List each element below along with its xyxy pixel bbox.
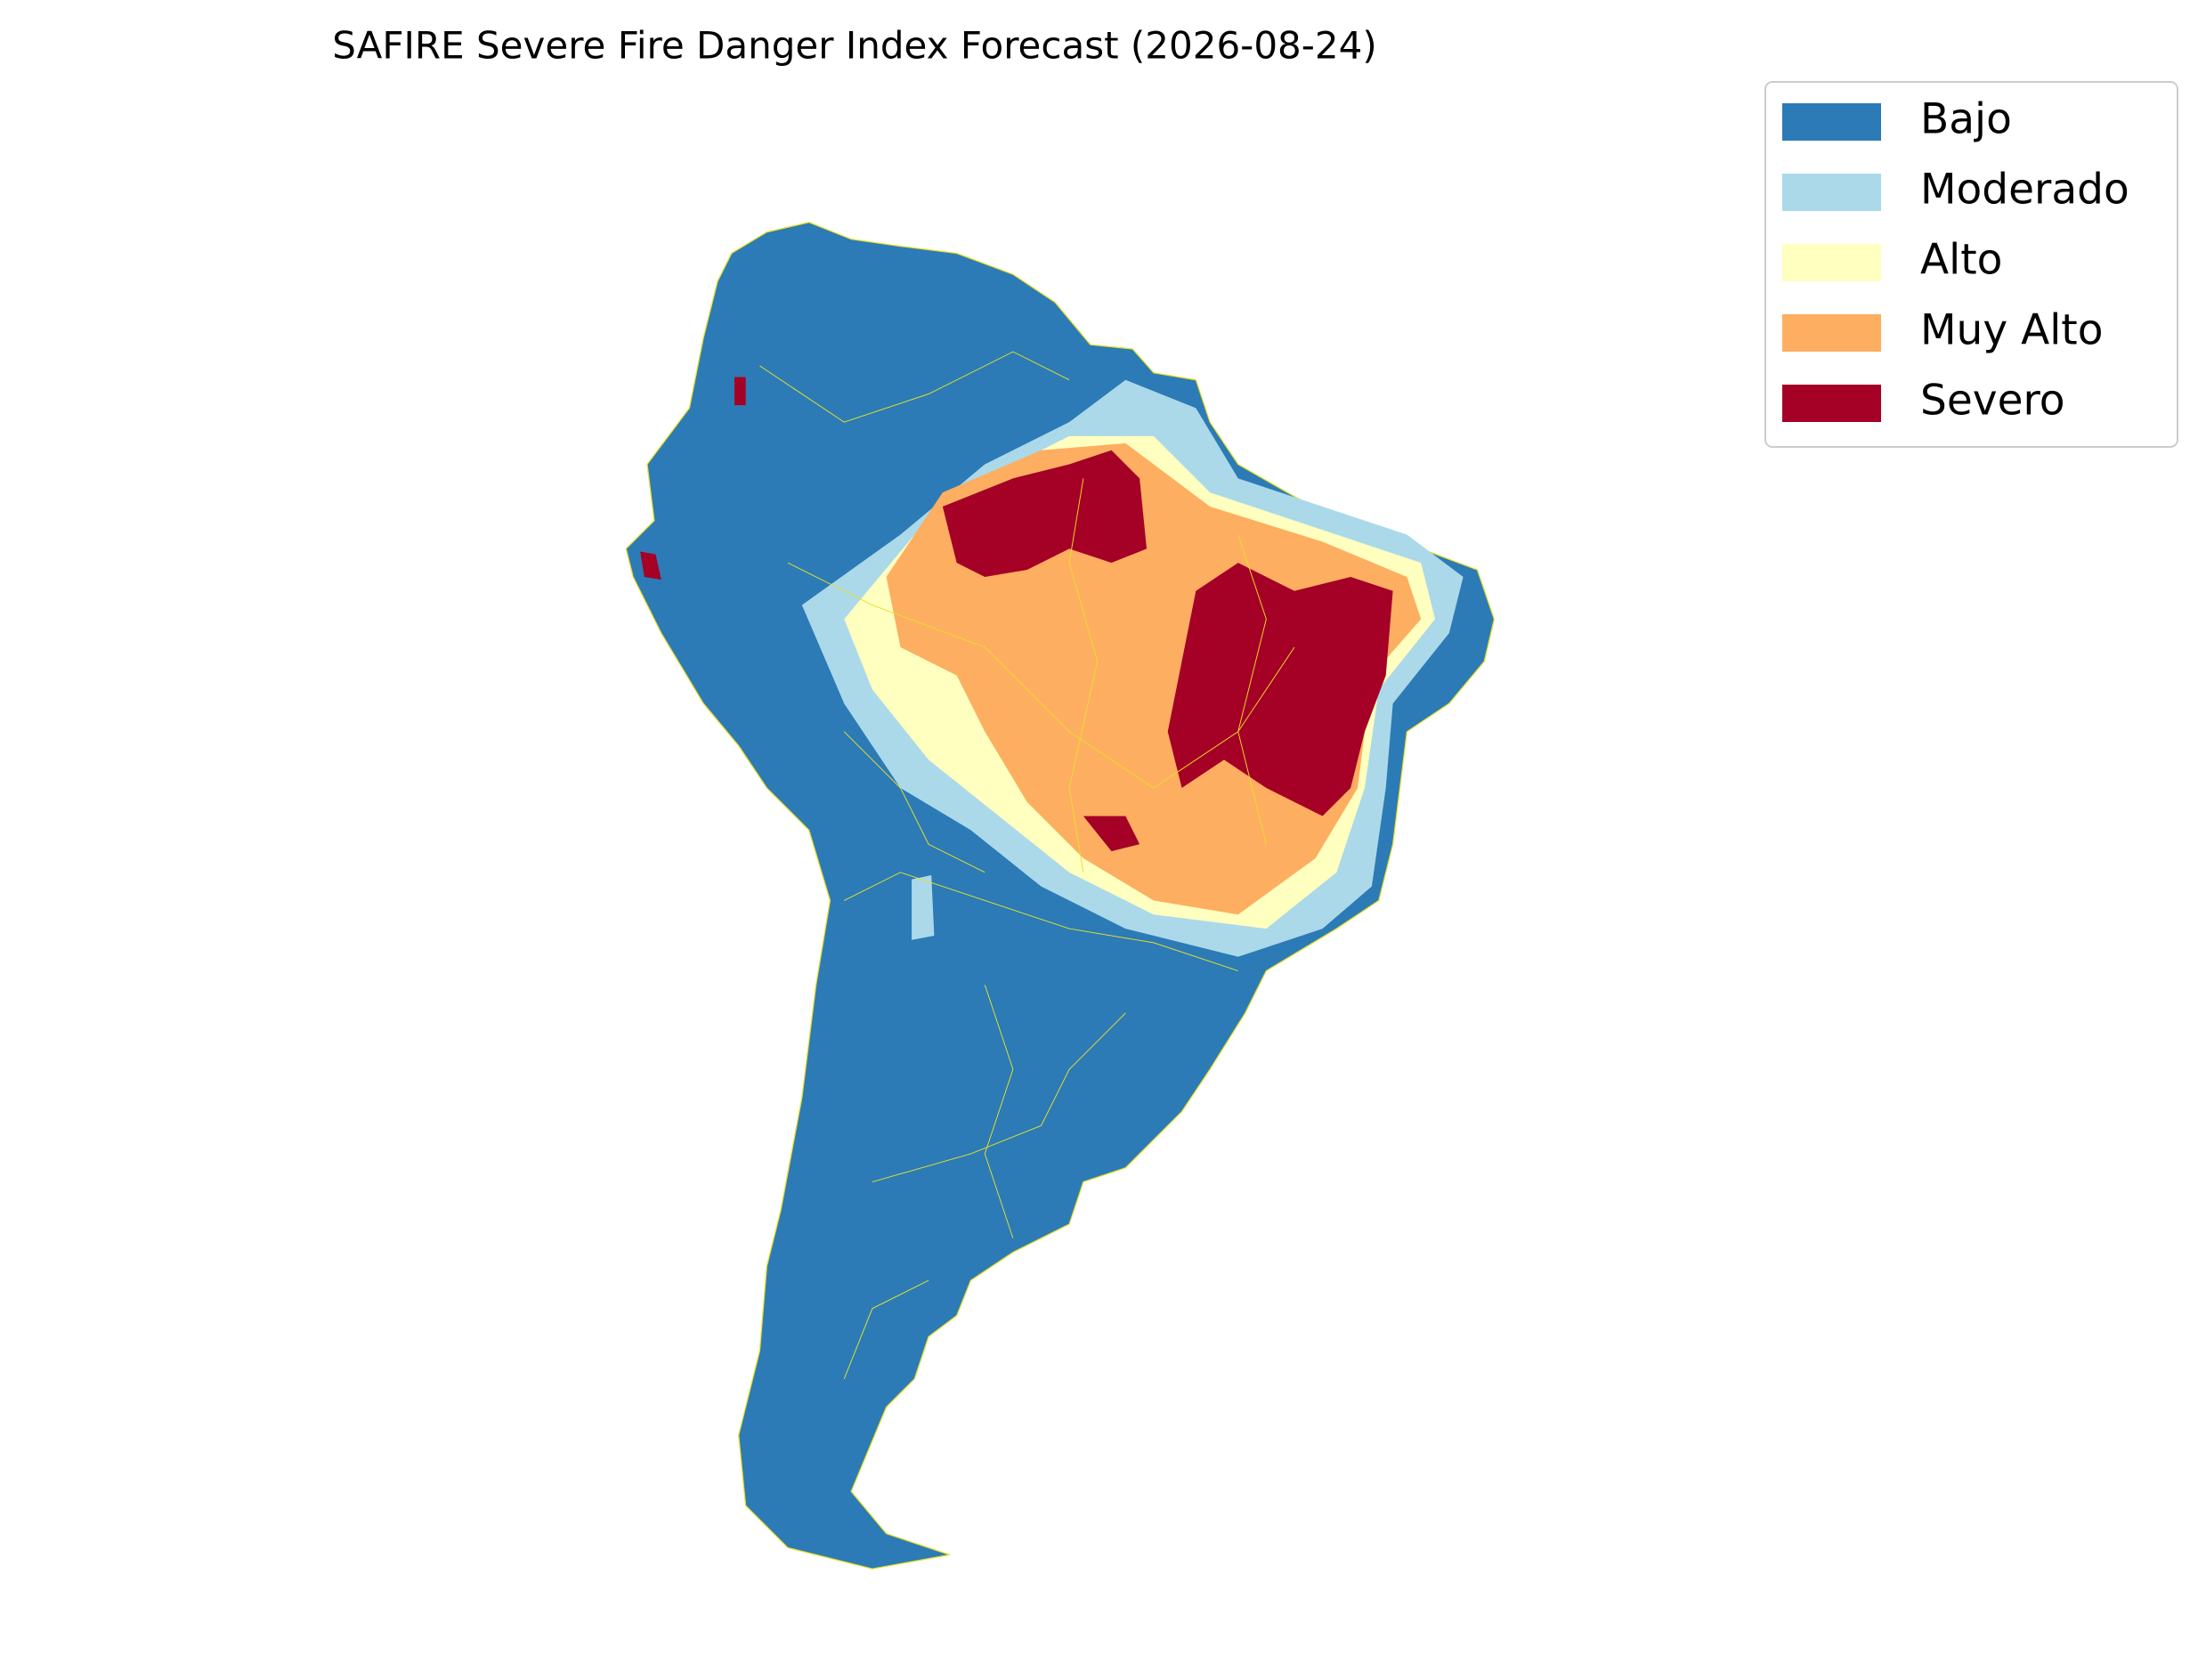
region-severo — [942, 450, 1148, 577]
legend-swatch — [1782, 174, 1881, 211]
region-moderado — [912, 875, 935, 940]
region-severo — [1083, 816, 1140, 852]
region-severo — [1167, 563, 1393, 816]
legend-label: Alto — [1920, 236, 2002, 285]
legend-label: Bajo — [1920, 95, 2012, 144]
borders — [759, 351, 1295, 1379]
legend-swatch — [1782, 314, 1881, 352]
legend-swatch — [1782, 385, 1881, 422]
region-severo — [640, 551, 661, 580]
legend-swatch — [1782, 244, 1881, 281]
region-severo — [734, 377, 746, 406]
legend-swatch — [1782, 103, 1881, 141]
map-area — [625, 222, 1496, 1570]
legend: Bajo Moderado Alto Muy Alto Severo — [1764, 81, 2178, 448]
legend-label: Moderado — [1920, 166, 2129, 215]
legend-label: Severo — [1920, 377, 2065, 426]
legend-box — [1764, 81, 2178, 448]
legend-label: Muy Alto — [1920, 306, 2104, 355]
map-title: SAFIRE Severe Fire Danger Index Forecast… — [332, 24, 1377, 68]
